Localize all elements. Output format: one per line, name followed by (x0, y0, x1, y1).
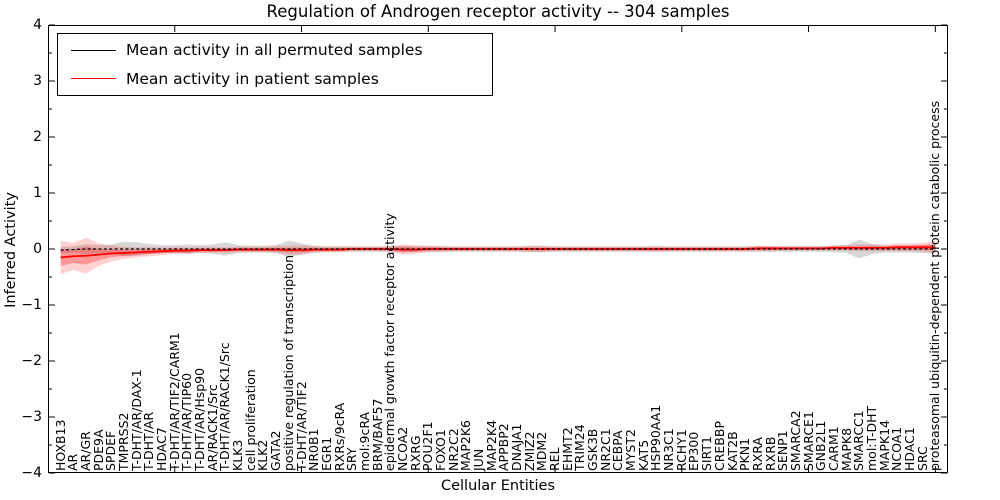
y-tick-label: −2 (21, 353, 42, 369)
y-tick-label: −3 (21, 409, 42, 425)
y-tick-label: −4 (21, 465, 42, 481)
y-tick-label: 4 (33, 17, 42, 33)
x-axis-label: Cellular Entities (440, 478, 556, 494)
legend: Mean activity in all permuted samples Me… (57, 33, 493, 96)
patient-line-sample-icon (71, 78, 116, 80)
y-tick-label: 2 (33, 129, 42, 145)
legend-label: Mean activity in all permuted samples (126, 41, 423, 60)
x-tick-label: proteasomal ubiquitin-dependent protein … (927, 100, 943, 471)
legend-entry-patient: Mean activity in patient samples (58, 70, 492, 88)
y-tick-label: 1 (33, 185, 42, 201)
permuted-line-sample-icon (71, 49, 116, 51)
y-tick-label: 0 (33, 241, 42, 257)
y-tick-label: −1 (21, 297, 42, 313)
legend-label: Mean activity in patient samples (126, 69, 379, 88)
legend-entry-permuted: Mean activity in all permuted samples (58, 41, 492, 59)
chart-title: Regulation of Androgen receptor activity… (266, 2, 730, 21)
y-tick-label: 3 (33, 73, 42, 89)
